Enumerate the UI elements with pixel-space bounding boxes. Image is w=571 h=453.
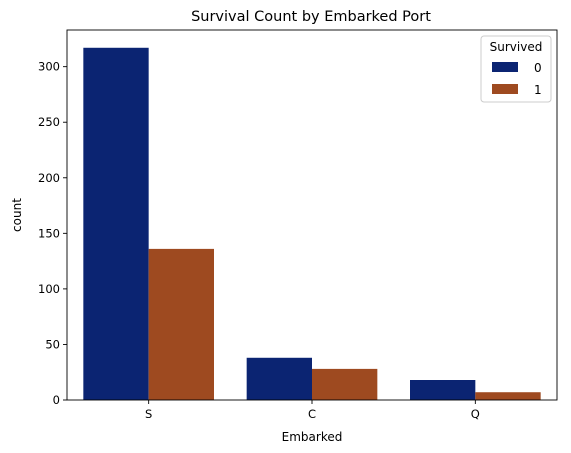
y-tick-label: 250 (38, 115, 60, 129)
legend-title: Survived (490, 40, 543, 54)
x-axis-label: Embarked (282, 430, 343, 444)
x-tick-label: C (308, 407, 316, 421)
bar-S-survived-0 (83, 47, 149, 401)
y-tick-label: 200 (38, 171, 60, 185)
y-tick-label: 150 (38, 226, 60, 240)
legend-items: 01 (492, 61, 542, 97)
y-axis: 0 50 100 150 200 250 300 (38, 60, 67, 407)
y-tick-label: 300 (38, 60, 60, 74)
chart-title: Survival Count by Embarked Port (191, 9, 431, 25)
bar-C-survived-0 (246, 357, 312, 400)
bar-Q-survived-1 (475, 392, 541, 400)
bars-group (83, 47, 541, 401)
legend-swatch-1 (492, 84, 518, 94)
legend-label-1: 1 (534, 83, 542, 97)
y-axis-label: count (10, 198, 24, 232)
legend: Survived 01 (480, 35, 552, 103)
x-tick-label: S (145, 407, 152, 421)
x-tick-label: Q (471, 407, 480, 421)
y-tick-label: 0 (53, 393, 60, 407)
bar-C-survived-1 (312, 368, 378, 400)
bar-S-survived-1 (148, 248, 214, 400)
y-tick-label: 100 (38, 282, 60, 296)
legend-label-0: 0 (534, 61, 542, 75)
y-tick-label: 50 (45, 337, 60, 351)
plot-frame (66, 29, 558, 401)
bar-Q-survived-0 (410, 380, 476, 400)
legend-swatch-0 (492, 62, 518, 72)
